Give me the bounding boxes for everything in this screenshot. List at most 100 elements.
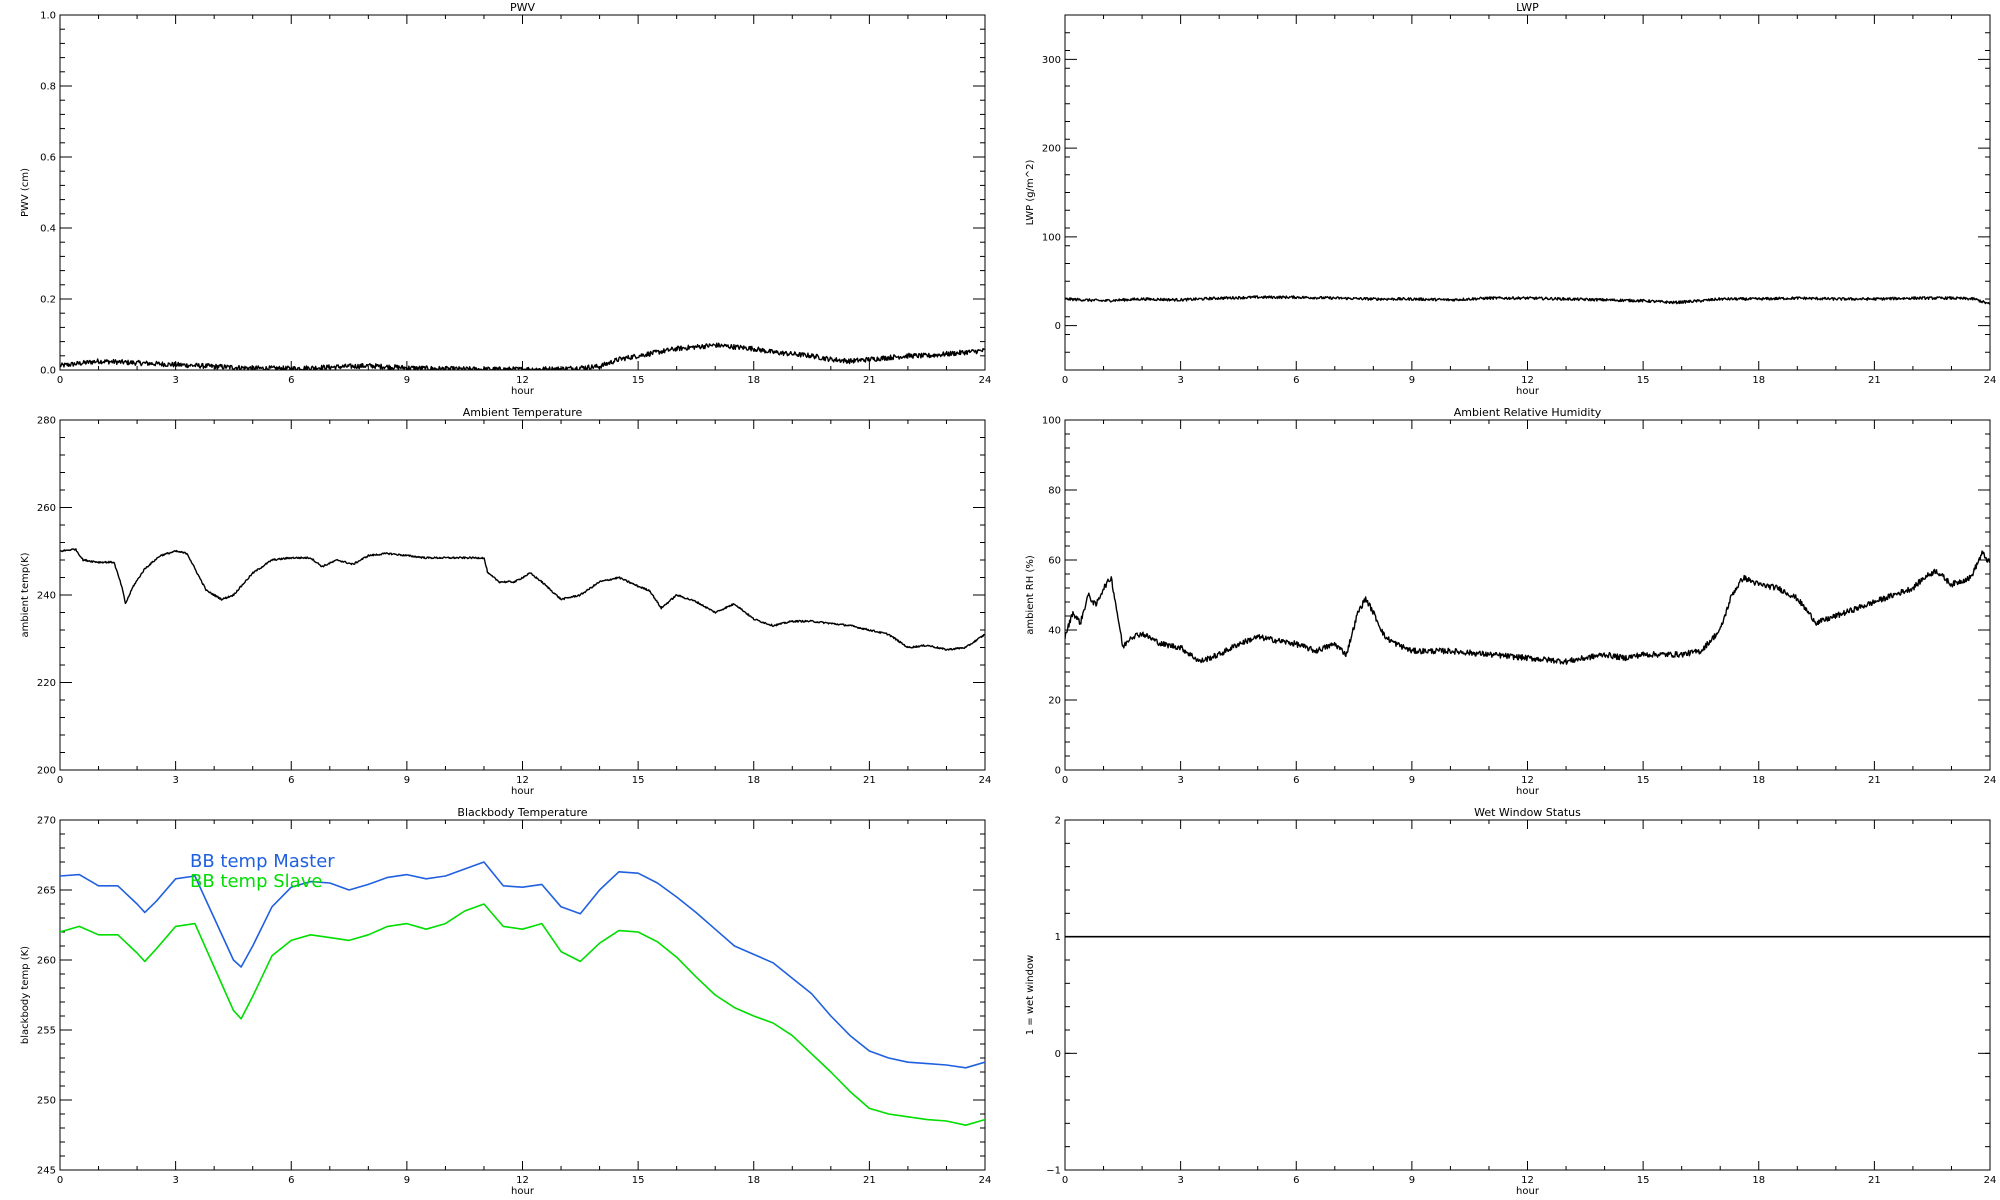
pwv-x-axis-label: hour — [511, 386, 535, 397]
lwp-y-axis-label: LWP (g/m^2) — [1025, 160, 1036, 226]
wet-window-status-x-tick-label: 21 — [1868, 1175, 1881, 1186]
blackbody-temperature-y-tick-label: 250 — [37, 1096, 56, 1107]
pwv-y-axis-label: PWV (cm) — [20, 168, 31, 217]
wet-window-status-x-tick-label: 24 — [1984, 1175, 1997, 1186]
ambient-temperature-series-line — [60, 548, 985, 651]
lwp-plot-frame — [1064, 14, 1991, 371]
lwp-title: LWP — [1516, 1, 1539, 14]
wet-window-status-x-tick-label: 9 — [1409, 1175, 1415, 1186]
ambient-temperature-title: Ambient Temperature — [463, 406, 583, 419]
wet-window-status-y-tick-label: 2 — [1055, 816, 1061, 827]
lwp-y-tick-label: 100 — [1042, 232, 1061, 243]
blackbody-temperature-x-tick-label: 21 — [863, 1175, 876, 1186]
ambient-temperature-panel: Ambient Temperature hour ambient temp(K) 0 3… — [20, 406, 991, 797]
ambient-temperature-x-tick-label: 6 — [288, 775, 294, 786]
wet-window-status-x-tick-label: 15 — [1637, 1175, 1650, 1186]
pwv-plot-frame — [59, 14, 986, 371]
lwp-y-tick-label: 300 — [1042, 55, 1061, 66]
ambient-relative-humidity-y-tick-label: 100 — [1042, 416, 1061, 427]
ambient-temperature-y-tick-label: 240 — [37, 591, 56, 602]
pwv-title: PWV — [510, 1, 536, 14]
ambient-relative-humidity-series-line — [1065, 550, 1990, 665]
ambient-temperature-y-tick-label: 200 — [37, 766, 56, 777]
pwv-y-tick-label: 1.0 — [40, 11, 56, 22]
ambient-temperature-x-tick-label: 0 — [57, 775, 63, 786]
pwv-x-tick-label: 6 — [288, 375, 294, 386]
lwp-x-tick-label: 6 — [1293, 375, 1299, 386]
blackbody-temperature-y-tick-label: 255 — [37, 1026, 56, 1037]
pwv-x-tick-label: 9 — [404, 375, 410, 386]
blackbody-temperature-y-tick-label: 260 — [37, 956, 56, 967]
lwp-y-tick-label: 0 — [1055, 321, 1061, 332]
pwv-y-tick-label: 0.2 — [40, 295, 56, 306]
lwp-x-tick-label: 12 — [1521, 375, 1534, 386]
blackbody-temperature-x-tick-label: 12 — [516, 1175, 529, 1186]
ambient-temperature-x-tick-label: 15 — [632, 775, 645, 786]
ambient-relative-humidity-plot-frame — [1064, 419, 1991, 771]
pwv-x-tick-label: 0 — [57, 375, 63, 386]
wet-window-status-x-tick-label: 0 — [1062, 1175, 1068, 1186]
ambient-temperature-y-tick-label: 280 — [37, 416, 56, 427]
ambient-temperature-y-tick-label: 220 — [37, 678, 56, 689]
pwv-x-tick-label: 12 — [516, 375, 529, 386]
blackbody-temperature-x-tick-label: 15 — [632, 1175, 645, 1186]
lwp-y-tick-label: 200 — [1042, 144, 1061, 155]
ambient-temperature-x-tick-label: 9 — [404, 775, 410, 786]
pwv-y-tick-label: 0.4 — [40, 224, 56, 235]
lwp-x-axis-label: hour — [1516, 386, 1540, 397]
blackbody-temperature-x-tick-label: 9 — [404, 1175, 410, 1186]
blackbody-temperature-x-tick-label: 18 — [747, 1175, 760, 1186]
ambient-relative-humidity-panel: Ambient Relative Humidity hour ambient RH … — [1025, 406, 1996, 797]
ambient-relative-humidity-x-tick-label: 9 — [1409, 775, 1415, 786]
lwp-x-tick-label: 9 — [1409, 375, 1415, 386]
blackbody-temperature-x-tick-label: 6 — [288, 1175, 294, 1186]
ambient-relative-humidity-title: Ambient Relative Humidity — [1454, 406, 1602, 419]
ambient-relative-humidity-y-tick-label: 0 — [1055, 766, 1061, 777]
wet-window-status-x-tick-label: 3 — [1177, 1175, 1183, 1186]
ambient-relative-humidity-x-tick-label: 0 — [1062, 775, 1068, 786]
pwv-x-tick-label: 15 — [632, 375, 645, 386]
blackbody-temperature-y-axis-label: blackbody temp (K) — [20, 946, 31, 1044]
ambient-temperature-x-tick-label: 18 — [747, 775, 760, 786]
blackbody-temperature-y-tick-label: 265 — [37, 886, 56, 897]
lwp-x-tick-label: 0 — [1062, 375, 1068, 386]
blackbody-temperature-series-line — [60, 903, 985, 1126]
lwp-x-tick-label: 3 — [1177, 375, 1183, 386]
ambient-relative-humidity-x-tick-label: 12 — [1521, 775, 1534, 786]
ambient-temperature-plot-frame — [59, 419, 986, 771]
wet-window-status-panel: Wet Window Status hour 1 = wet window 0 3 6 9 1… — [1025, 806, 1996, 1197]
wet-window-status-y-tick-label: 1 — [1055, 932, 1061, 943]
pwv-x-tick-label: 24 — [979, 375, 992, 386]
wet-window-status-y-tick-label: 0 — [1055, 1049, 1061, 1060]
pwv-panel: PWV hour PWV (cm) 0 3 6 9 12 15 18 21 24 0.0 0.2 0.4 0.… — [20, 1, 991, 397]
pwv-x-tick-label: 18 — [747, 375, 760, 386]
ambient-relative-humidity-y-tick-label: 40 — [1048, 626, 1061, 637]
wet-window-status-y-tick-label: −1 — [1046, 1166, 1061, 1177]
ambient-relative-humidity-x-axis-label: hour — [1516, 786, 1540, 797]
ambient-temperature-x-tick-label: 24 — [979, 775, 992, 786]
blackbody-temperature-legend-entry: BB temp Slave — [190, 871, 322, 892]
ambient-temperature-x-axis-label: hour — [511, 786, 535, 797]
blackbody-temperature-panel: Blackbody Temperature hour blackbody temp … — [20, 806, 991, 1197]
ambient-relative-humidity-x-tick-label: 24 — [1984, 775, 1997, 786]
ambient-relative-humidity-x-tick-label: 21 — [1868, 775, 1881, 786]
lwp-x-tick-label: 15 — [1637, 375, 1650, 386]
lwp-x-tick-label: 18 — [1752, 375, 1765, 386]
ambient-relative-humidity-y-tick-label: 60 — [1048, 556, 1061, 567]
ambient-relative-humidity-y-tick-label: 20 — [1048, 696, 1061, 707]
lwp-panel: LWP hour LWP (g/m^2) 0 3 6 9 12 15 18 21 24 0 100 200 3… — [1025, 1, 1996, 397]
wet-window-status-y-axis-label: 1 = wet window — [1025, 955, 1036, 1035]
pwv-x-tick-label: 3 — [172, 375, 178, 386]
wet-window-status-x-tick-label: 12 — [1521, 1175, 1534, 1186]
ambient-temperature-y-axis-label: ambient temp(K) — [20, 552, 31, 637]
ambient-relative-humidity-x-tick-label: 18 — [1752, 775, 1765, 786]
lwp-x-tick-label: 21 — [1868, 375, 1881, 386]
lwp-x-tick-label: 24 — [1984, 375, 1997, 386]
blackbody-temperature-title: Blackbody Temperature — [457, 806, 587, 819]
blackbody-temperature-y-tick-label: 245 — [37, 1166, 56, 1177]
lwp-series-line — [1065, 295, 1990, 305]
ambient-relative-humidity-y-tick-label: 80 — [1048, 486, 1061, 497]
ambient-relative-humidity-x-tick-label: 3 — [1177, 775, 1183, 786]
blackbody-temperature-series-line — [60, 861, 985, 1069]
